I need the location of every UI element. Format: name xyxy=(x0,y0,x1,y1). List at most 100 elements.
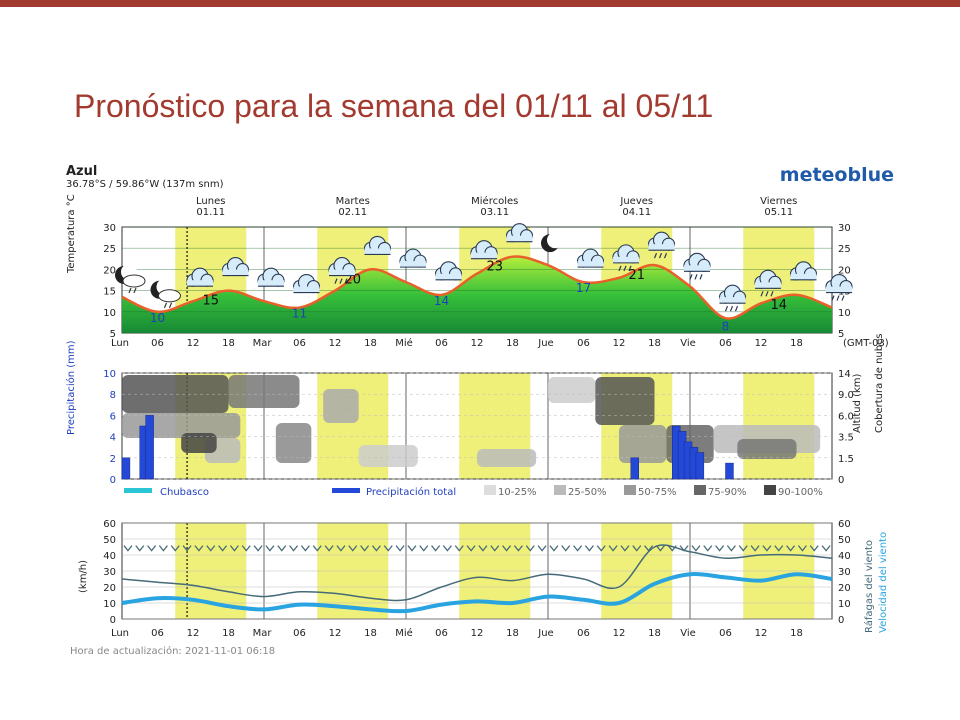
x-tick-label: 12 xyxy=(755,338,768,349)
x-tick-label: 12 xyxy=(471,628,484,639)
temperature-tick-right: 30 xyxy=(838,223,851,234)
cloud-icon xyxy=(257,267,285,287)
wind-direction-arrow xyxy=(371,545,381,552)
moon-rain-icon xyxy=(115,263,146,294)
temperature-tick-left: 15 xyxy=(103,287,116,298)
wind-direction-arrow xyxy=(158,545,168,552)
wind-direction-arrow xyxy=(395,545,405,552)
x-tick-label: Jue xyxy=(537,338,553,349)
legend-total-label: Precipitación total xyxy=(366,486,456,498)
wind-direction-arrow xyxy=(170,545,180,552)
wind-direction-arrow xyxy=(726,545,736,552)
legend-shower-swatch xyxy=(124,488,152,493)
cloud-cover-region xyxy=(737,439,797,459)
cloud-cover-region xyxy=(548,377,596,403)
wind-direction-arrow xyxy=(466,545,476,552)
wind-direction-arrow xyxy=(573,545,583,552)
day-date: 03.11 xyxy=(480,207,509,218)
max-temperature-label: 14 xyxy=(770,298,787,313)
x-tick-label: Mar xyxy=(253,338,273,349)
precipitation-bar xyxy=(145,415,154,480)
cloud-legend-swatch xyxy=(694,485,706,495)
temperature-panel: Temperatura °C 5 5 10 10 15 15 20 20 25 25 30 30 10 1… xyxy=(66,194,853,349)
x-tick-label: 06 xyxy=(293,338,306,349)
wind-tick-left: 0 xyxy=(110,615,116,626)
x-tick-label: 12 xyxy=(187,338,200,349)
wind-direction-arrow xyxy=(502,545,512,552)
cloud-icon xyxy=(434,261,463,281)
top-accent-bar xyxy=(0,0,960,7)
wind-direction-arrow xyxy=(561,545,571,552)
cloud-icon xyxy=(186,267,214,287)
temperature-tick-right: 5 xyxy=(838,329,844,340)
wind-direction-arrow xyxy=(797,545,807,552)
wind-direction-arrow xyxy=(596,545,606,552)
wind-direction-arrow xyxy=(312,545,322,552)
wind-direction-arrow xyxy=(513,545,523,552)
wind-tick-right: 60 xyxy=(838,519,851,530)
update-time: Hora de actualización: 2021-11-01 06:18 xyxy=(70,645,275,657)
altitude-axis-label: Altitud (km) xyxy=(852,373,863,433)
precipitation-tick: 10 xyxy=(103,369,116,380)
x-tick-label: 12 xyxy=(329,338,342,349)
max-temperature-label: 23 xyxy=(486,260,503,275)
wind-direction-arrow xyxy=(265,545,275,552)
x-tick-label: 12 xyxy=(613,338,626,349)
wind-direction-arrow xyxy=(691,545,701,552)
wind-tick-right: 10 xyxy=(838,599,851,610)
x-tick-label: 12 xyxy=(471,338,484,349)
x-tick-label: 18 xyxy=(222,628,235,639)
cloud-icon xyxy=(292,274,321,294)
cloud-legend-label: 90-100% xyxy=(778,487,823,498)
temperature-tick-left: 25 xyxy=(103,244,116,255)
wind-direction-arrow xyxy=(253,545,263,552)
cloud-icon xyxy=(576,248,605,268)
wind-direction-arrow xyxy=(655,545,665,552)
wind-direction-arrow xyxy=(608,545,618,552)
x-tick-label: 06 xyxy=(151,628,164,639)
wind-tick-left: 10 xyxy=(103,599,116,610)
wind-direction-arrow xyxy=(300,545,310,552)
wind-speed-axis-label: Velocidad del viento xyxy=(878,532,889,633)
brand-logo: meteoblue xyxy=(780,164,894,186)
wind-direction-arrow xyxy=(549,545,559,552)
precipitation-bar xyxy=(695,452,705,480)
cloud-cover-region xyxy=(619,425,667,463)
wind-direction-arrow xyxy=(584,545,594,552)
wind-tick-right: 40 xyxy=(838,551,851,562)
temperature-area xyxy=(122,256,832,333)
wind-direction-arrow xyxy=(277,545,287,552)
min-temperature-label: 10 xyxy=(150,311,165,325)
wind-speed-line xyxy=(121,571,833,614)
moon-rain-icon xyxy=(150,278,181,309)
x-tick-label: 18 xyxy=(364,338,377,349)
x-tick-label: 12 xyxy=(613,628,626,639)
wind-direction-arrow xyxy=(182,545,192,552)
cloud-icon xyxy=(399,248,427,268)
cloud-legend-label: 50-75% xyxy=(638,487,677,498)
x-tick-label: 06 xyxy=(151,338,164,349)
wind-direction-arrow xyxy=(632,545,642,552)
precipitation-tick: 6 xyxy=(110,411,116,422)
cloud-legend-swatch xyxy=(764,485,776,495)
altitude-tick: 1.5 xyxy=(838,454,854,465)
wind-tick-right: 20 xyxy=(838,583,851,594)
wind-direction-arrow xyxy=(218,545,228,552)
day-name: Viernes xyxy=(760,196,797,207)
meteogram-image: Azul 36.78°S / 59.86°W (137m snm) meteob… xyxy=(64,163,898,659)
cloud-icon xyxy=(505,223,534,243)
min-temperature-label: 17 xyxy=(576,281,591,295)
wind-tick-left: 50 xyxy=(103,535,116,546)
x-tick-label: 06 xyxy=(719,628,732,639)
wind-tick-left: 60 xyxy=(103,519,116,530)
wind-direction-arrow xyxy=(147,545,157,552)
x-tick-label: 06 xyxy=(435,628,448,639)
x-tick-label: Mar xyxy=(253,628,273,639)
cloud-cover-region xyxy=(181,433,217,453)
cloud-legend-label: 25-50% xyxy=(568,487,607,498)
temperature-tick-right: 20 xyxy=(838,265,851,276)
cloud-cover-region xyxy=(122,375,229,413)
temperature-line xyxy=(121,255,833,320)
precipitation-cloud-panel: Precipitación (mm) Altitud (km) Cobertur… xyxy=(65,334,885,486)
